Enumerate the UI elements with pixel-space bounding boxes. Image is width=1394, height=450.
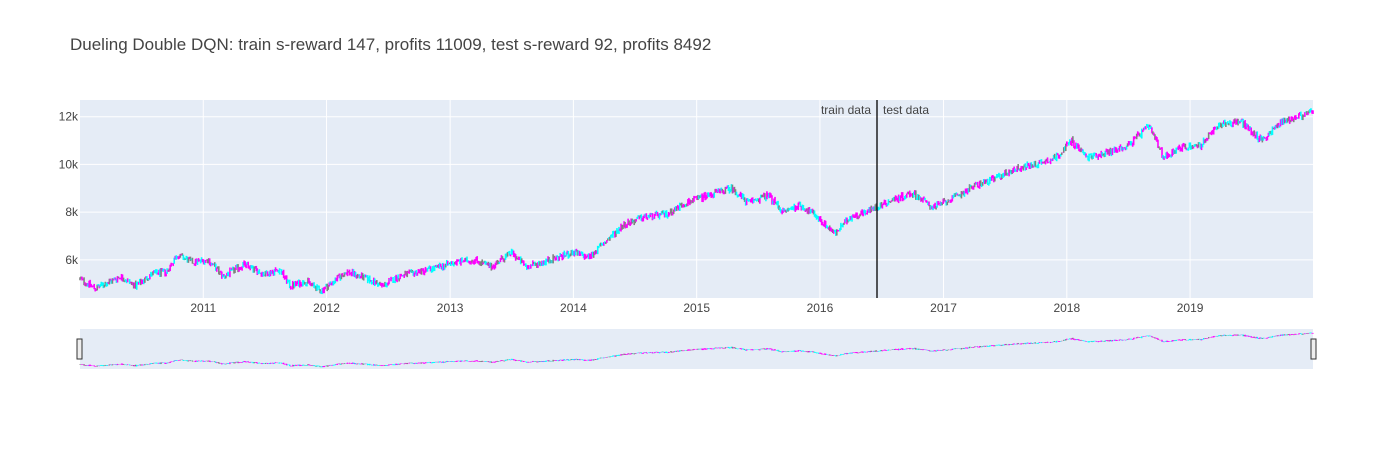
train-data-label: train data [821, 103, 871, 117]
y-tick-label: 6k [65, 253, 79, 267]
x-tick-label: 2016 [807, 301, 834, 315]
y-tick-label: 10k [59, 157, 79, 171]
x-tick-label: 2011 [190, 301, 216, 315]
candlestick-series [79, 108, 1314, 295]
x-axis-ticks: 2011 2012 2013 2014 2015 2016 2017 2018 2019 [190, 301, 1203, 315]
x-tick-label: 2012 [313, 301, 340, 315]
y-tick-label: 12k [59, 110, 79, 124]
test-data-label: test data [883, 103, 929, 117]
range-slider-series [79, 332, 1314, 368]
x-tick-label: 2014 [560, 301, 587, 315]
x-tick-label: 2017 [930, 301, 957, 315]
x-tick-label: 2013 [437, 301, 464, 315]
x-tick-label: 2019 [1177, 301, 1204, 315]
range-slider-right-handle[interactable] [1310, 338, 1317, 360]
range-slider-left-handle[interactable] [76, 338, 83, 360]
chart-title: Dueling Double DQN: train s-reward 147, … [70, 35, 711, 54]
x-tick-label: 2015 [683, 301, 710, 315]
x-tick-label: 2018 [1053, 301, 1080, 315]
y-tick-label: 8k [65, 205, 79, 219]
y-axis-ticks: 6k 8k 10k 12k [59, 110, 79, 267]
